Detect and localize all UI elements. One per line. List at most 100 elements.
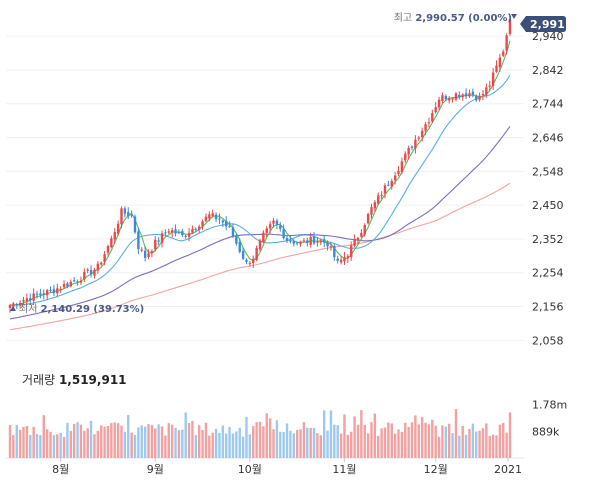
candle-body bbox=[25, 298, 29, 302]
volume-bar bbox=[353, 416, 356, 458]
volume-bar bbox=[42, 415, 45, 458]
volume-bar bbox=[177, 430, 181, 458]
candle bbox=[437, 96, 441, 110]
price-tick-label: 2,548 bbox=[532, 165, 564, 178]
volume-bar bbox=[248, 434, 252, 458]
volume-bar bbox=[458, 435, 461, 458]
volume-bar bbox=[488, 435, 491, 458]
volume-bar bbox=[52, 435, 56, 458]
volume-bar bbox=[120, 425, 123, 458]
volume-bar bbox=[170, 424, 174, 458]
candle-body bbox=[255, 247, 258, 261]
candle-body bbox=[417, 137, 420, 139]
candle-body bbox=[295, 242, 299, 244]
candle-body bbox=[262, 232, 265, 242]
volume-bar bbox=[360, 410, 363, 458]
candle bbox=[214, 212, 218, 222]
candle-body bbox=[326, 242, 329, 247]
candle-body bbox=[184, 235, 187, 237]
candle bbox=[272, 217, 275, 228]
candle-body bbox=[194, 228, 198, 230]
candle bbox=[488, 80, 491, 91]
candle-body bbox=[468, 93, 471, 97]
candle-body bbox=[356, 237, 360, 241]
candle-body bbox=[275, 220, 279, 225]
volume-bar bbox=[184, 412, 187, 458]
volume-bar bbox=[461, 425, 464, 458]
volume-bar bbox=[252, 426, 255, 458]
volume-bar bbox=[49, 431, 52, 458]
candle bbox=[86, 267, 89, 274]
candle bbox=[231, 223, 235, 238]
volume-bar bbox=[468, 428, 471, 458]
volume-bar bbox=[76, 422, 79, 458]
candle bbox=[292, 239, 295, 247]
candle bbox=[447, 96, 451, 104]
candle bbox=[45, 288, 49, 301]
candle-body bbox=[272, 220, 275, 224]
candle bbox=[387, 180, 390, 187]
candle bbox=[120, 206, 123, 229]
candle-body bbox=[370, 207, 373, 215]
volume-bar bbox=[103, 426, 106, 458]
volume-bar bbox=[147, 424, 150, 458]
candle bbox=[397, 166, 400, 176]
volume-bar bbox=[478, 430, 481, 458]
candle-body bbox=[56, 288, 59, 294]
volume-bar bbox=[181, 429, 184, 458]
candle-body bbox=[478, 96, 481, 100]
candle-body bbox=[289, 240, 292, 242]
candle bbox=[444, 94, 448, 101]
volume-bar bbox=[79, 424, 83, 458]
candle bbox=[434, 102, 437, 114]
x-tick-label: 8월 bbox=[52, 463, 69, 476]
volume-bar bbox=[420, 417, 424, 458]
candle bbox=[414, 135, 417, 154]
candle bbox=[143, 245, 147, 262]
candle bbox=[360, 229, 363, 238]
candle-body bbox=[52, 289, 56, 294]
candle bbox=[137, 228, 140, 255]
candle-body bbox=[76, 281, 79, 283]
candle bbox=[427, 117, 431, 128]
volume-bar bbox=[194, 435, 198, 458]
candle-body bbox=[15, 303, 18, 306]
volume-bar bbox=[164, 435, 167, 458]
volume-bar bbox=[366, 433, 370, 458]
volume-bar bbox=[231, 433, 235, 458]
candle bbox=[370, 203, 373, 219]
candle bbox=[458, 91, 461, 100]
volume-bar bbox=[464, 434, 468, 458]
volume-bar bbox=[214, 428, 218, 458]
candle bbox=[140, 247, 143, 253]
volume-bar bbox=[235, 431, 238, 458]
candle-body bbox=[187, 233, 191, 237]
candle bbox=[59, 286, 62, 293]
price-tick-label: 2,254 bbox=[532, 267, 564, 280]
volume-bar bbox=[451, 433, 454, 458]
candle-body bbox=[177, 232, 181, 234]
volume-bar bbox=[268, 418, 272, 458]
volume-bar bbox=[292, 433, 295, 458]
candle-body bbox=[363, 225, 366, 235]
candle bbox=[380, 191, 383, 200]
volume-bar bbox=[258, 421, 262, 458]
volume-bar bbox=[275, 420, 279, 458]
volume-bar bbox=[113, 422, 116, 458]
candle-body bbox=[481, 93, 485, 96]
candle-body bbox=[218, 218, 221, 220]
x-tick-label: 12월 bbox=[424, 463, 448, 476]
volume-bar bbox=[343, 414, 346, 458]
volume-bar bbox=[110, 423, 113, 458]
volume-label: 거래량 bbox=[22, 373, 55, 387]
volume-bar bbox=[59, 432, 62, 458]
candle-body bbox=[268, 224, 272, 229]
volume-bar bbox=[329, 410, 333, 458]
candle-body bbox=[137, 231, 140, 250]
candle bbox=[339, 256, 343, 265]
volume-bar bbox=[282, 432, 285, 458]
candle-body bbox=[502, 51, 505, 56]
candle-body bbox=[96, 263, 100, 271]
candle bbox=[187, 228, 191, 242]
candlesticks bbox=[8, 17, 512, 313]
